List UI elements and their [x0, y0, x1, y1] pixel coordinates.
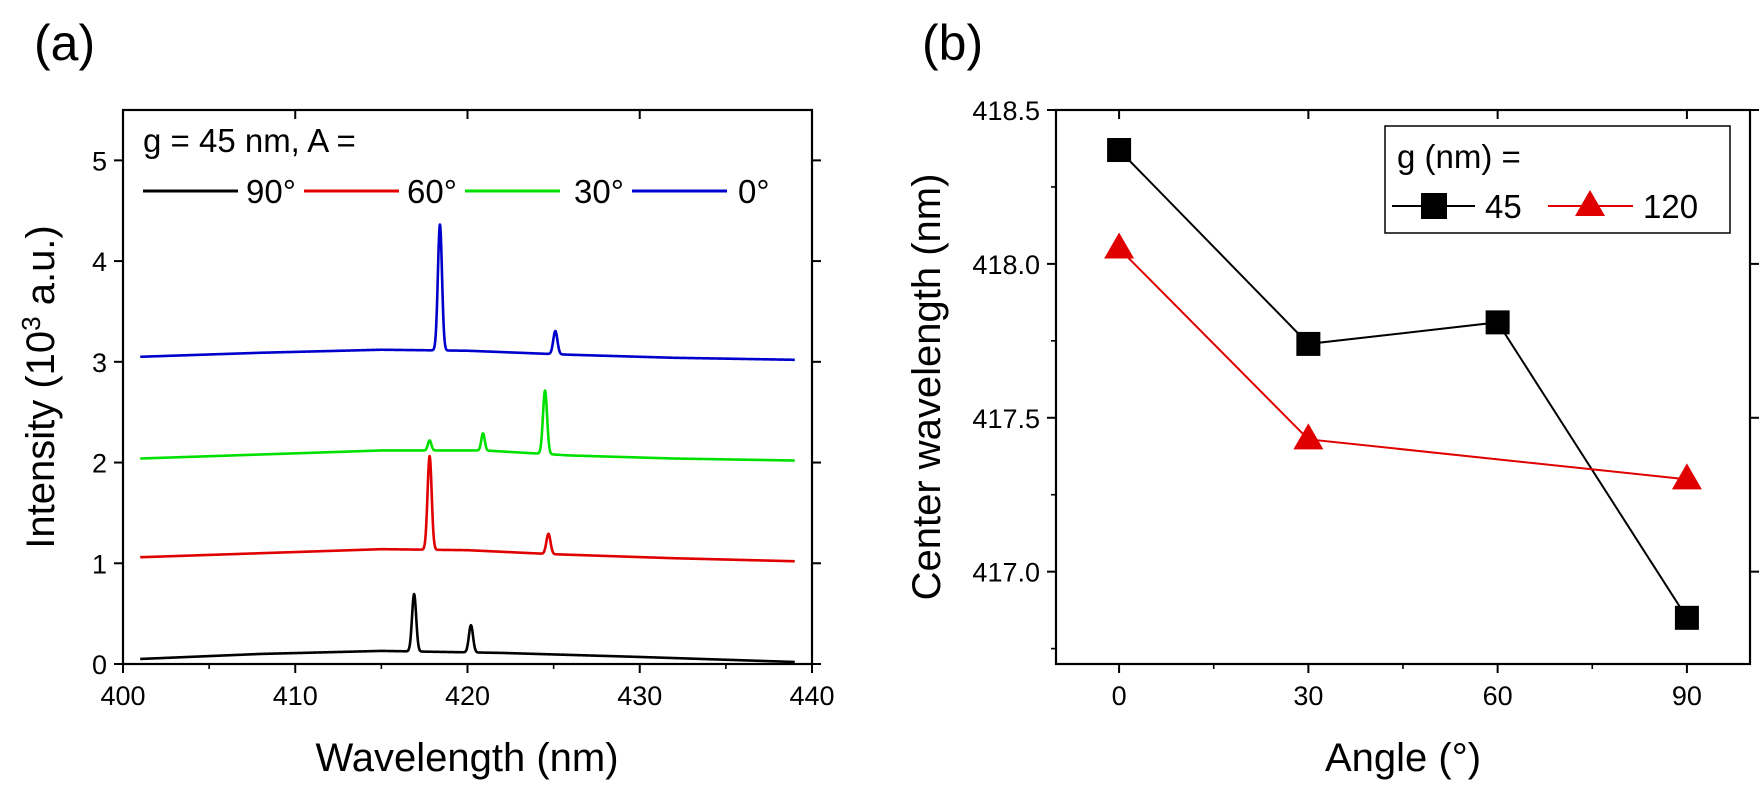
spectrum-90deg [139, 592, 796, 664]
legend-b-label-120: 120 [1643, 188, 1698, 225]
legend-a-title: g = 45 nm, A = [143, 122, 356, 159]
y-tick-label-b: 417.0 [972, 558, 1040, 588]
panel-a: (a) 400 410 420 430 440 0 1 2 3 4 5 g = 45 nm, A =… [16, 15, 835, 780]
spectrum-60deg [139, 454, 796, 563]
x-tick-label-a: 430 [617, 681, 662, 711]
point-marker-120 [1671, 463, 1702, 490]
x-tick-label-a: 400 [100, 681, 145, 711]
y-tick-label-a: 4 [92, 247, 107, 277]
x-axis-title-b: Angle (°) [1325, 736, 1481, 780]
plot-a-frame [121, 108, 814, 666]
point-marker-120 [1104, 232, 1135, 259]
plot-a-traces [139, 223, 796, 664]
legend-b-marker-45 [1421, 193, 1447, 219]
plot-b-ticks: 0 30 60 90 417.0 417.5 418.0 418.5 [972, 96, 1759, 711]
point-marker-45 [1296, 331, 1321, 356]
point-marker-45 [1674, 605, 1699, 630]
x-tick-label-a: 410 [273, 681, 318, 711]
point-marker-45 [1485, 310, 1510, 335]
legend-a-label-90: 90° [246, 173, 296, 210]
plot-b-series [1104, 138, 1702, 630]
legend-a-label-30: 30° [574, 173, 624, 210]
legend-b-title: g (nm) = [1397, 138, 1521, 175]
y-tick-label-a: 3 [92, 348, 107, 378]
spectrum-0deg [139, 223, 796, 362]
y-axis-title-a: Intensity (103 a.u.) [16, 225, 63, 549]
legend-a-label-0: 0° [738, 173, 770, 210]
x-tick-label-b: 90 [1672, 681, 1702, 711]
x-tick-label-b: 60 [1483, 681, 1513, 711]
y-tick-label-a: 1 [92, 549, 107, 579]
legend-b-marker-120 [1575, 190, 1605, 216]
y-tick-label-b: 417.5 [972, 404, 1040, 434]
point-marker-120 [1293, 423, 1324, 450]
panel-a-label: (a) [34, 15, 95, 71]
x-axis-title-a: Wavelength (nm) [315, 736, 618, 780]
spectrum-30deg [139, 389, 796, 462]
y-axis-title-b: Center wavelength (nm) [905, 174, 949, 601]
x-tick-label-a: 440 [789, 681, 834, 711]
y-tick-label-b: 418.5 [972, 96, 1040, 126]
y-tick-label-a: 0 [92, 650, 107, 680]
x-tick-label-b: 30 [1293, 681, 1323, 711]
panel-b: (b) 0 30 60 90 417.0 417.5 418.0 418.5 g (nm) =… [905, 15, 1759, 780]
x-tick-label-a: 420 [445, 681, 490, 711]
y-tick-label-b: 418.0 [972, 250, 1040, 280]
y-tick-label-a: 5 [92, 146, 107, 176]
y-tick-label-a: 2 [92, 449, 107, 479]
point-marker-45 [1107, 138, 1132, 163]
plot-a-ticks: 400 410 420 430 440 0 1 2 3 4 5 [92, 110, 835, 711]
legend-b-label-45: 45 [1485, 188, 1522, 225]
series-line-120 [1118, 247, 1688, 481]
legend-a-label-60: 60° [407, 173, 457, 210]
panel-b-label: (b) [922, 15, 983, 71]
x-tick-label-b: 0 [1112, 681, 1127, 711]
